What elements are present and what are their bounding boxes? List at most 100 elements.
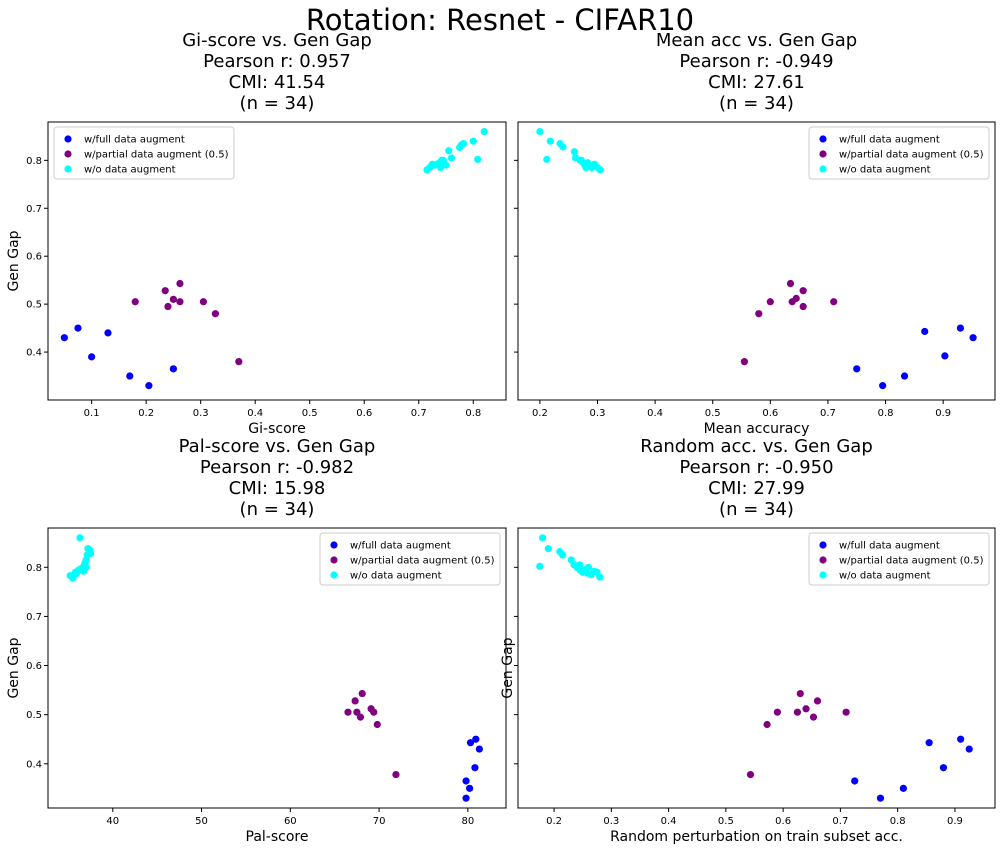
panel-title-line: Gi-score vs. Gen Gap bbox=[182, 30, 372, 51]
point-w-o-data-augment bbox=[584, 563, 593, 571]
point-w-partial-data-augment-0-5 bbox=[802, 705, 810, 713]
x-tick-label: 0.5 bbox=[302, 408, 318, 419]
legend-label: w/full data augment bbox=[84, 135, 185, 146]
x-tick-label: 70 bbox=[373, 816, 386, 827]
x-axis-label: Random perturbation on train subset acc. bbox=[610, 829, 903, 845]
legend-marker bbox=[330, 571, 338, 579]
point-w-partial-data-augment-0-5 bbox=[131, 298, 139, 306]
point-w-full-data-augment bbox=[472, 735, 480, 743]
panel-title-line: CMI: 27.99 bbox=[708, 478, 805, 499]
point-w-partial-data-augment-0-5 bbox=[199, 298, 207, 306]
point-w-full-data-augment bbox=[853, 365, 861, 373]
x-tick-label: 0.8 bbox=[878, 408, 894, 419]
point-w-o-data-augment bbox=[81, 558, 89, 566]
point-w-full-data-augment bbox=[462, 777, 470, 785]
point-w-o-data-augment bbox=[543, 155, 551, 163]
legend-label: w/partial data augment (0.5) bbox=[839, 150, 984, 161]
panel-title-line: Pal-score vs. Gen Gap bbox=[179, 436, 376, 457]
point-w-full-data-augment bbox=[88, 353, 96, 361]
x-tick-label: 0.9 bbox=[947, 816, 963, 827]
point-w-full-data-augment bbox=[851, 777, 859, 785]
panel-title-line: Pearson r: -0.949 bbox=[679, 51, 833, 72]
legend-label: w/full data augment bbox=[839, 541, 940, 552]
point-w-full-data-augment bbox=[475, 745, 483, 753]
point-w-partial-data-augment-0-5 bbox=[740, 358, 749, 366]
x-tick-label: 40 bbox=[106, 816, 119, 827]
x-tick-label: 0.2 bbox=[546, 816, 562, 827]
y-tick-label: 0.5 bbox=[26, 710, 42, 721]
point-w-full-data-augment bbox=[969, 334, 977, 342]
y-tick-label: 0.6 bbox=[26, 661, 42, 672]
point-w-o-data-augment bbox=[544, 545, 552, 553]
legend-label: w/partial data augment (0.5) bbox=[350, 556, 495, 567]
x-tick-label: 50 bbox=[195, 816, 208, 827]
x-tick-label: 0.6 bbox=[356, 408, 372, 419]
panel-title-line: CMI: 41.54 bbox=[229, 72, 326, 93]
point-w-partial-data-augment-0-5 bbox=[830, 298, 838, 306]
point-w-o-data-augment bbox=[83, 551, 91, 559]
panel-title-line: Pearson r: -0.982 bbox=[200, 457, 354, 478]
point-w-partial-data-augment-0-5 bbox=[773, 708, 782, 716]
point-w-o-data-augment bbox=[570, 148, 579, 156]
point-w-o-data-augment bbox=[576, 156, 584, 164]
y-tick-label: 0.8 bbox=[26, 563, 42, 574]
point-w-o-data-augment bbox=[536, 127, 544, 136]
point-w-full-data-augment bbox=[900, 372, 909, 380]
panel-title-line: (n = 34) bbox=[719, 93, 794, 114]
point-w-partial-data-augment-0-5 bbox=[161, 287, 169, 295]
legend-marker bbox=[330, 541, 338, 549]
legend-box bbox=[808, 532, 990, 586]
point-w-full-data-augment bbox=[145, 382, 153, 390]
point-w-full-data-augment bbox=[921, 327, 929, 336]
panel-title-line: CMI: 15.98 bbox=[229, 478, 326, 499]
point-w-partial-data-augment-0-5 bbox=[392, 770, 400, 779]
x-tick-label: 0.7 bbox=[411, 408, 427, 419]
x-tick-label: 0.4 bbox=[647, 408, 663, 419]
point-w-partial-data-augment-0-5 bbox=[766, 298, 774, 306]
point-w-full-data-augment bbox=[939, 764, 948, 772]
y-axis-label: Gen Gap bbox=[500, 637, 516, 698]
x-tick-label: 0.3 bbox=[603, 816, 619, 827]
point-w-full-data-augment bbox=[965, 745, 973, 753]
point-w-partial-data-augment-0-5 bbox=[164, 302, 172, 311]
y-axis-label: Gen Gap bbox=[6, 230, 22, 291]
point-w-partial-data-augment-0-5 bbox=[746, 770, 755, 779]
legend-marker bbox=[64, 135, 72, 143]
x-axis-label: Mean accuracy bbox=[704, 421, 810, 437]
point-w-partial-data-augment-0-5 bbox=[373, 720, 381, 729]
point-w-full-data-augment bbox=[466, 784, 474, 792]
legend-label: w/partial data augment (0.5) bbox=[839, 556, 984, 567]
y-tick-label: 0.7 bbox=[26, 612, 42, 623]
y-tick-label: 0.8 bbox=[26, 156, 42, 167]
y-tick-label: 0.7 bbox=[26, 204, 42, 215]
x-tick-label: 0.4 bbox=[661, 816, 677, 827]
point-w-partial-data-augment-0-5 bbox=[755, 310, 763, 318]
point-w-partial-data-augment-0-5 bbox=[809, 713, 818, 721]
x-tick-label: 0.7 bbox=[820, 408, 836, 419]
panel-title-line: Pearson r: -0.950 bbox=[679, 457, 833, 478]
point-w-o-data-augment bbox=[596, 166, 604, 174]
panel-title-line: Mean acc vs. Gen Gap bbox=[656, 30, 857, 51]
legend-label: w/o data augment bbox=[839, 165, 931, 176]
y-tick-label: 0.4 bbox=[26, 348, 42, 359]
point-w-full-data-augment bbox=[941, 352, 949, 360]
x-tick-label: 0.5 bbox=[718, 816, 734, 827]
point-w-o-data-augment bbox=[474, 155, 482, 163]
point-w-partial-data-augment-0-5 bbox=[176, 279, 184, 288]
x-tick-label: 80 bbox=[461, 816, 474, 827]
x-tick-label: 60 bbox=[284, 816, 297, 827]
point-w-partial-data-augment-0-5 bbox=[792, 294, 800, 302]
legend-marker bbox=[819, 541, 827, 549]
panel-title-line: (n = 34) bbox=[240, 499, 315, 520]
point-w-full-data-augment bbox=[74, 324, 82, 332]
legend-label: w/partial data augment (0.5) bbox=[84, 150, 229, 161]
x-tick-label: 0.3 bbox=[590, 408, 606, 419]
x-tick-label: 0.2 bbox=[532, 408, 548, 419]
y-tick-label: 0.6 bbox=[26, 252, 42, 263]
legend-box bbox=[808, 126, 990, 180]
point-w-partial-data-augment-0-5 bbox=[176, 298, 184, 306]
